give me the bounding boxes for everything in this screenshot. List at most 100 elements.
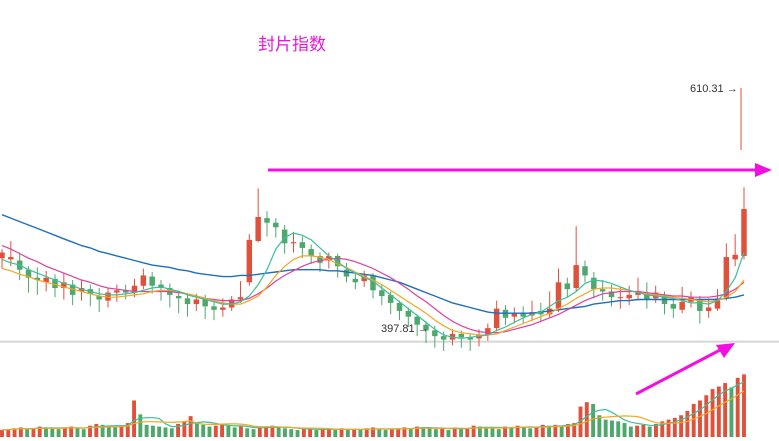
volume-bar — [647, 426, 652, 437]
candle-body — [723, 257, 730, 298]
candle-body — [608, 291, 615, 298]
candle-body — [140, 275, 147, 286]
candle-body — [211, 306, 217, 310]
volume-bar — [679, 415, 684, 437]
volume-bar — [729, 387, 734, 437]
candle-body — [467, 337, 473, 340]
volume-bar — [125, 423, 130, 437]
volume-bar — [176, 423, 181, 437]
volume-bar — [685, 410, 690, 437]
volume-ma-fast-line — [1, 381, 745, 431]
candle-body — [299, 242, 306, 248]
annotation-arrows — [268, 163, 772, 396]
volume-bar — [339, 428, 344, 437]
volume-bar — [245, 428, 250, 437]
volume-bar — [232, 427, 237, 437]
volume-bar — [415, 426, 419, 437]
volume-bar — [389, 429, 394, 437]
volume-bar — [723, 383, 728, 437]
volume-bar — [69, 426, 74, 437]
volume-bar — [12, 428, 17, 437]
volume-bar — [81, 429, 86, 437]
candle-body — [193, 299, 200, 305]
volume-bar — [207, 426, 212, 437]
low-price-label: 397.81 → — [381, 323, 429, 335]
candle-body — [573, 265, 579, 289]
volume-bar — [553, 424, 558, 437]
volume-bar — [94, 423, 99, 437]
candle-body — [705, 307, 712, 311]
volume-bar — [622, 423, 627, 437]
candle-body — [343, 269, 350, 277]
volume-bar — [226, 425, 231, 437]
volume-bar — [220, 423, 225, 437]
volume-bar — [572, 423, 577, 437]
volume-bar — [503, 426, 508, 437]
ma-fast-line — [1, 232, 745, 340]
candle-body — [149, 276, 155, 286]
candle-body — [520, 313, 526, 317]
volume-bar — [641, 424, 646, 437]
candle-body — [626, 294, 632, 299]
volume-bar — [182, 421, 187, 437]
candle-body — [308, 249, 314, 256]
candle-body — [352, 278, 359, 283]
volume-bar — [408, 428, 413, 437]
candle-body — [485, 328, 491, 335]
candle-body — [396, 302, 403, 311]
volume-bar — [201, 424, 206, 437]
ma-mid-line — [1, 255, 745, 336]
high-price-label: 610.31 → — [690, 83, 738, 95]
candle-body — [387, 294, 394, 303]
volume-bar — [691, 403, 696, 437]
volume-bar — [56, 429, 61, 437]
volume-bar — [44, 427, 48, 437]
volume-bar — [666, 419, 671, 437]
volume-bar — [289, 429, 294, 437]
volume-trend-arrow-head — [716, 343, 735, 358]
volume-bar — [100, 424, 105, 437]
chart-title: 封片指数 — [258, 35, 326, 55]
volume-bar — [257, 427, 262, 437]
candle-body — [175, 296, 182, 299]
candle-body — [255, 216, 261, 242]
volume-bar — [654, 423, 658, 437]
volume-bar — [660, 421, 665, 437]
volume-panel — [0, 374, 746, 437]
volume-bar — [698, 400, 702, 437]
volume-bar — [471, 425, 476, 437]
ma-slow-line — [1, 245, 745, 334]
volume-bar — [238, 426, 243, 437]
volume-bar — [565, 423, 570, 437]
candle-body — [493, 308, 500, 329]
volume-bar — [584, 402, 589, 437]
volume-bar — [704, 395, 709, 437]
candle-body — [61, 282, 67, 289]
candle-body — [564, 283, 571, 290]
volume-bar — [163, 427, 168, 437]
candle-body — [34, 277, 41, 280]
candle-body — [246, 239, 253, 283]
candle-body — [122, 290, 129, 293]
volume-bar — [421, 427, 426, 437]
candle-body — [114, 290, 120, 293]
candle-body — [202, 299, 208, 307]
volume-bar — [50, 428, 55, 437]
volume-bar — [0, 430, 4, 437]
candle-body — [370, 275, 376, 291]
volume-bar — [465, 428, 470, 437]
volume-bar — [710, 389, 715, 437]
candle-body — [511, 313, 518, 317]
volume-bar — [327, 429, 331, 437]
volume-bar — [716, 386, 721, 437]
candle-body — [290, 242, 297, 244]
volume-bar — [18, 427, 23, 437]
volume-bar — [194, 423, 199, 437]
volume-bar — [25, 429, 30, 437]
candle-body — [237, 297, 244, 300]
candle-body — [644, 292, 650, 300]
volume-bar — [364, 428, 369, 437]
volume-bar — [270, 425, 275, 437]
volume-bar — [635, 425, 640, 437]
